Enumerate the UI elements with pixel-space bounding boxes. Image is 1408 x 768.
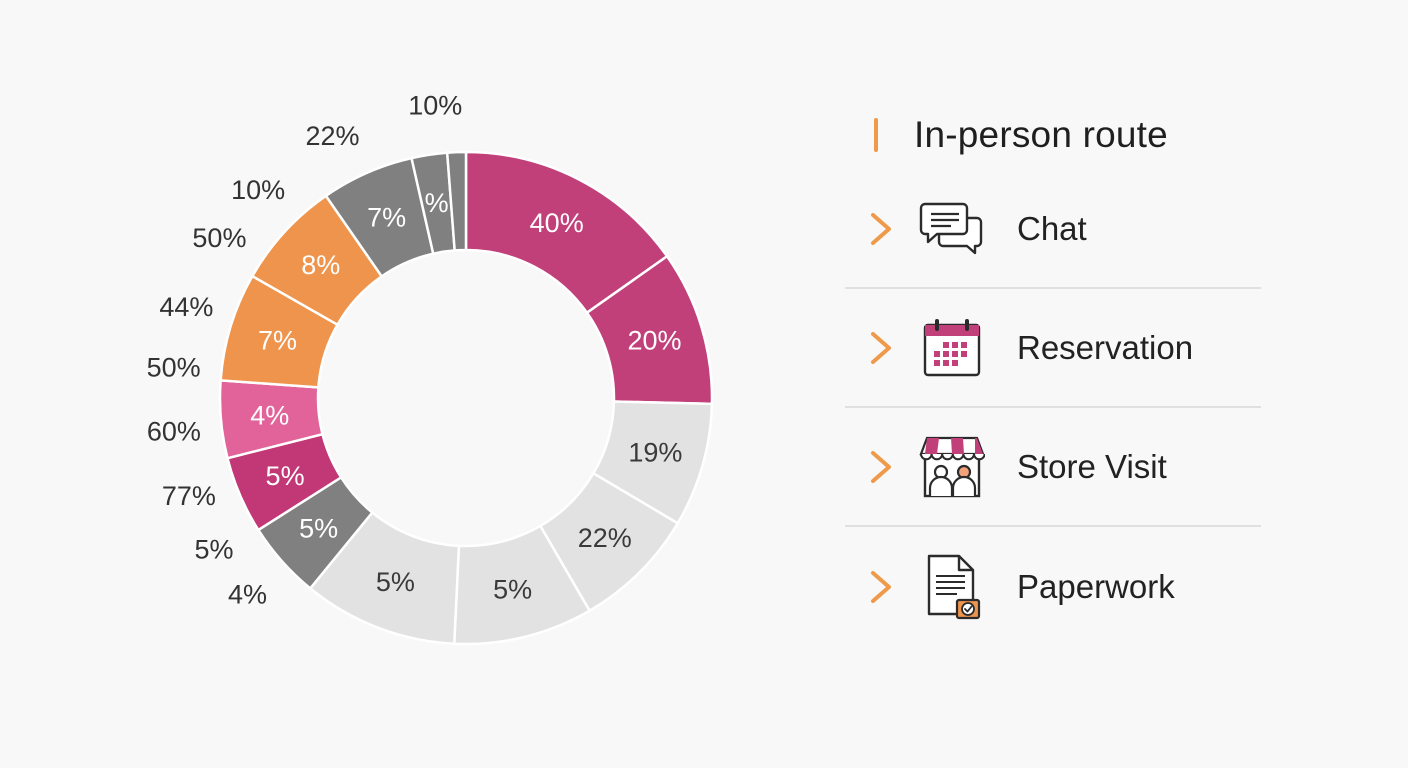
outer-label: 4% (228, 580, 267, 610)
segment-label: % (425, 188, 449, 218)
segment-labels: 40% 20% 19% 22% 5% 5% 5% 5% 4% 7% 8% 7%% (250, 188, 682, 604)
donut-segments (218, 150, 714, 646)
segment-label: 22% (578, 523, 632, 553)
outer-label: 44% (159, 292, 213, 322)
outer-label: 50% (147, 352, 201, 382)
segment-label: 4% (250, 400, 289, 430)
outer-label: 50% (192, 223, 246, 253)
chevron-right-icon (871, 212, 891, 245)
segment-label: 20% (627, 326, 681, 356)
donut-segment (464, 150, 669, 315)
legend: In-person route Chat (845, 100, 1261, 646)
segment-label: 19% (628, 437, 682, 467)
legend-item-chat[interactable]: Chat (845, 170, 1261, 289)
donut-segment (445, 150, 468, 252)
segment-label: 8% (301, 250, 340, 280)
legend-item-label: Store Visit (1017, 447, 1167, 485)
store-people-icon (919, 436, 985, 497)
legend-item-label: Paperwork (1017, 567, 1175, 605)
chevron-right-icon (871, 450, 891, 483)
outer-label: 77% (162, 481, 216, 511)
segment-label: 5% (299, 514, 338, 544)
segment-label: 7% (367, 203, 406, 233)
outer-label: 60% (147, 416, 201, 446)
legend-title: In-person route (914, 114, 1168, 155)
legend-item-reservation[interactable]: Reservation (845, 289, 1261, 408)
segment-label: 5% (376, 567, 415, 597)
chevron-right-icon (871, 331, 891, 364)
outer-label: 10% (408, 91, 462, 121)
segment-label: 5% (266, 461, 305, 491)
segment-label: 40% (530, 208, 584, 238)
document-check-icon (927, 554, 981, 619)
outer-label: 5% (194, 534, 233, 564)
segment-label: 5% (493, 574, 532, 604)
outer-label: 22% (306, 121, 360, 151)
legend-item-paperwork[interactable]: Paperwork (845, 527, 1261, 646)
donut-chart: 40% 20% 19% 22% 5% 5% 5% 5% 4% 7% 8% 7%% 10% 22% 10% 5… (147, 91, 714, 646)
outer-labels: 10% 22% 10% 50% 44% 50% 60% 77% 5% 4% (147, 91, 463, 610)
chevron-right-icon (871, 570, 891, 603)
segment-label: 7% (258, 326, 297, 356)
legend-item-label: Chat (1017, 209, 1087, 247)
legend-header: In-person route (845, 100, 1261, 170)
legend-item-store-visit[interactable]: Store Visit (845, 408, 1261, 527)
accent-bar (874, 118, 878, 152)
calendar-icon (923, 318, 981, 376)
legend-item-label: Reservation (1017, 328, 1194, 366)
chat-bubbles-icon (919, 202, 983, 254)
outer-label: 10% (231, 175, 285, 205)
